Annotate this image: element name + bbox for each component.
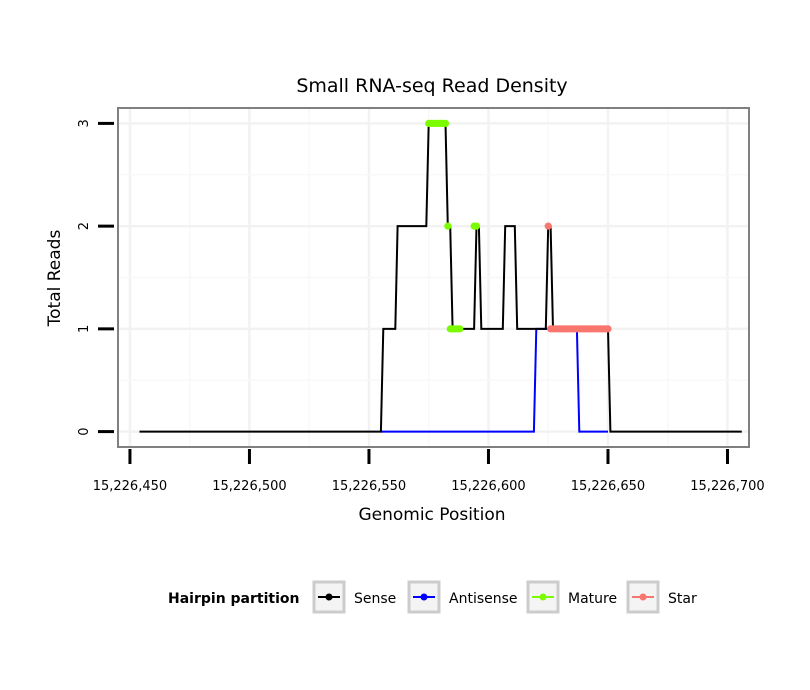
y-tick-label: 0 bbox=[77, 427, 92, 435]
x-tick-label: 15,226,600 bbox=[451, 479, 525, 494]
data-point-mature bbox=[456, 325, 464, 333]
chart-title: Small RNA-seq Read Density bbox=[296, 75, 567, 97]
data-point-mature bbox=[441, 119, 450, 128]
legend-label-mature: Mature bbox=[568, 591, 617, 607]
legend: Hairpin partition Sense Antisense Mature St… bbox=[168, 580, 697, 614]
y-tick-label: 2 bbox=[77, 222, 92, 230]
data-point-mature bbox=[444, 222, 452, 230]
y-axis-title: Total Reads bbox=[45, 230, 65, 328]
legend-marker-mature bbox=[539, 593, 547, 601]
legend-marker-antisense bbox=[420, 593, 428, 601]
x-tick-label: 15,226,550 bbox=[332, 479, 406, 494]
x-tick-label: 15,226,450 bbox=[93, 479, 167, 494]
data-point-mature bbox=[472, 222, 481, 230]
plot-border bbox=[117, 107, 750, 448]
y-tick-label: 1 bbox=[77, 325, 92, 333]
legend-marker-star bbox=[639, 593, 647, 601]
x-tick-label: 15,226,650 bbox=[571, 479, 645, 494]
x-tick-label: 15,226,700 bbox=[690, 479, 764, 494]
legend-title: Hairpin partition bbox=[168, 591, 299, 607]
series-layer bbox=[139, 119, 742, 433]
legend-label-star: Star bbox=[668, 591, 697, 607]
x-tick-label: 15,226,500 bbox=[212, 479, 286, 494]
gridlines bbox=[118, 108, 749, 447]
data-point-star bbox=[544, 222, 552, 230]
x-axis-title: Genomic Position bbox=[358, 505, 505, 525]
axes: 15,226,450 15,226,500 15,226,550 15,226,600… bbox=[77, 107, 765, 494]
legend-label-sense: Sense bbox=[354, 591, 396, 607]
legend-label-antisense: Antisense bbox=[449, 591, 518, 607]
legend-marker-sense bbox=[325, 593, 333, 601]
data-point-star bbox=[604, 325, 612, 333]
y-tick-label: 3 bbox=[77, 119, 92, 127]
